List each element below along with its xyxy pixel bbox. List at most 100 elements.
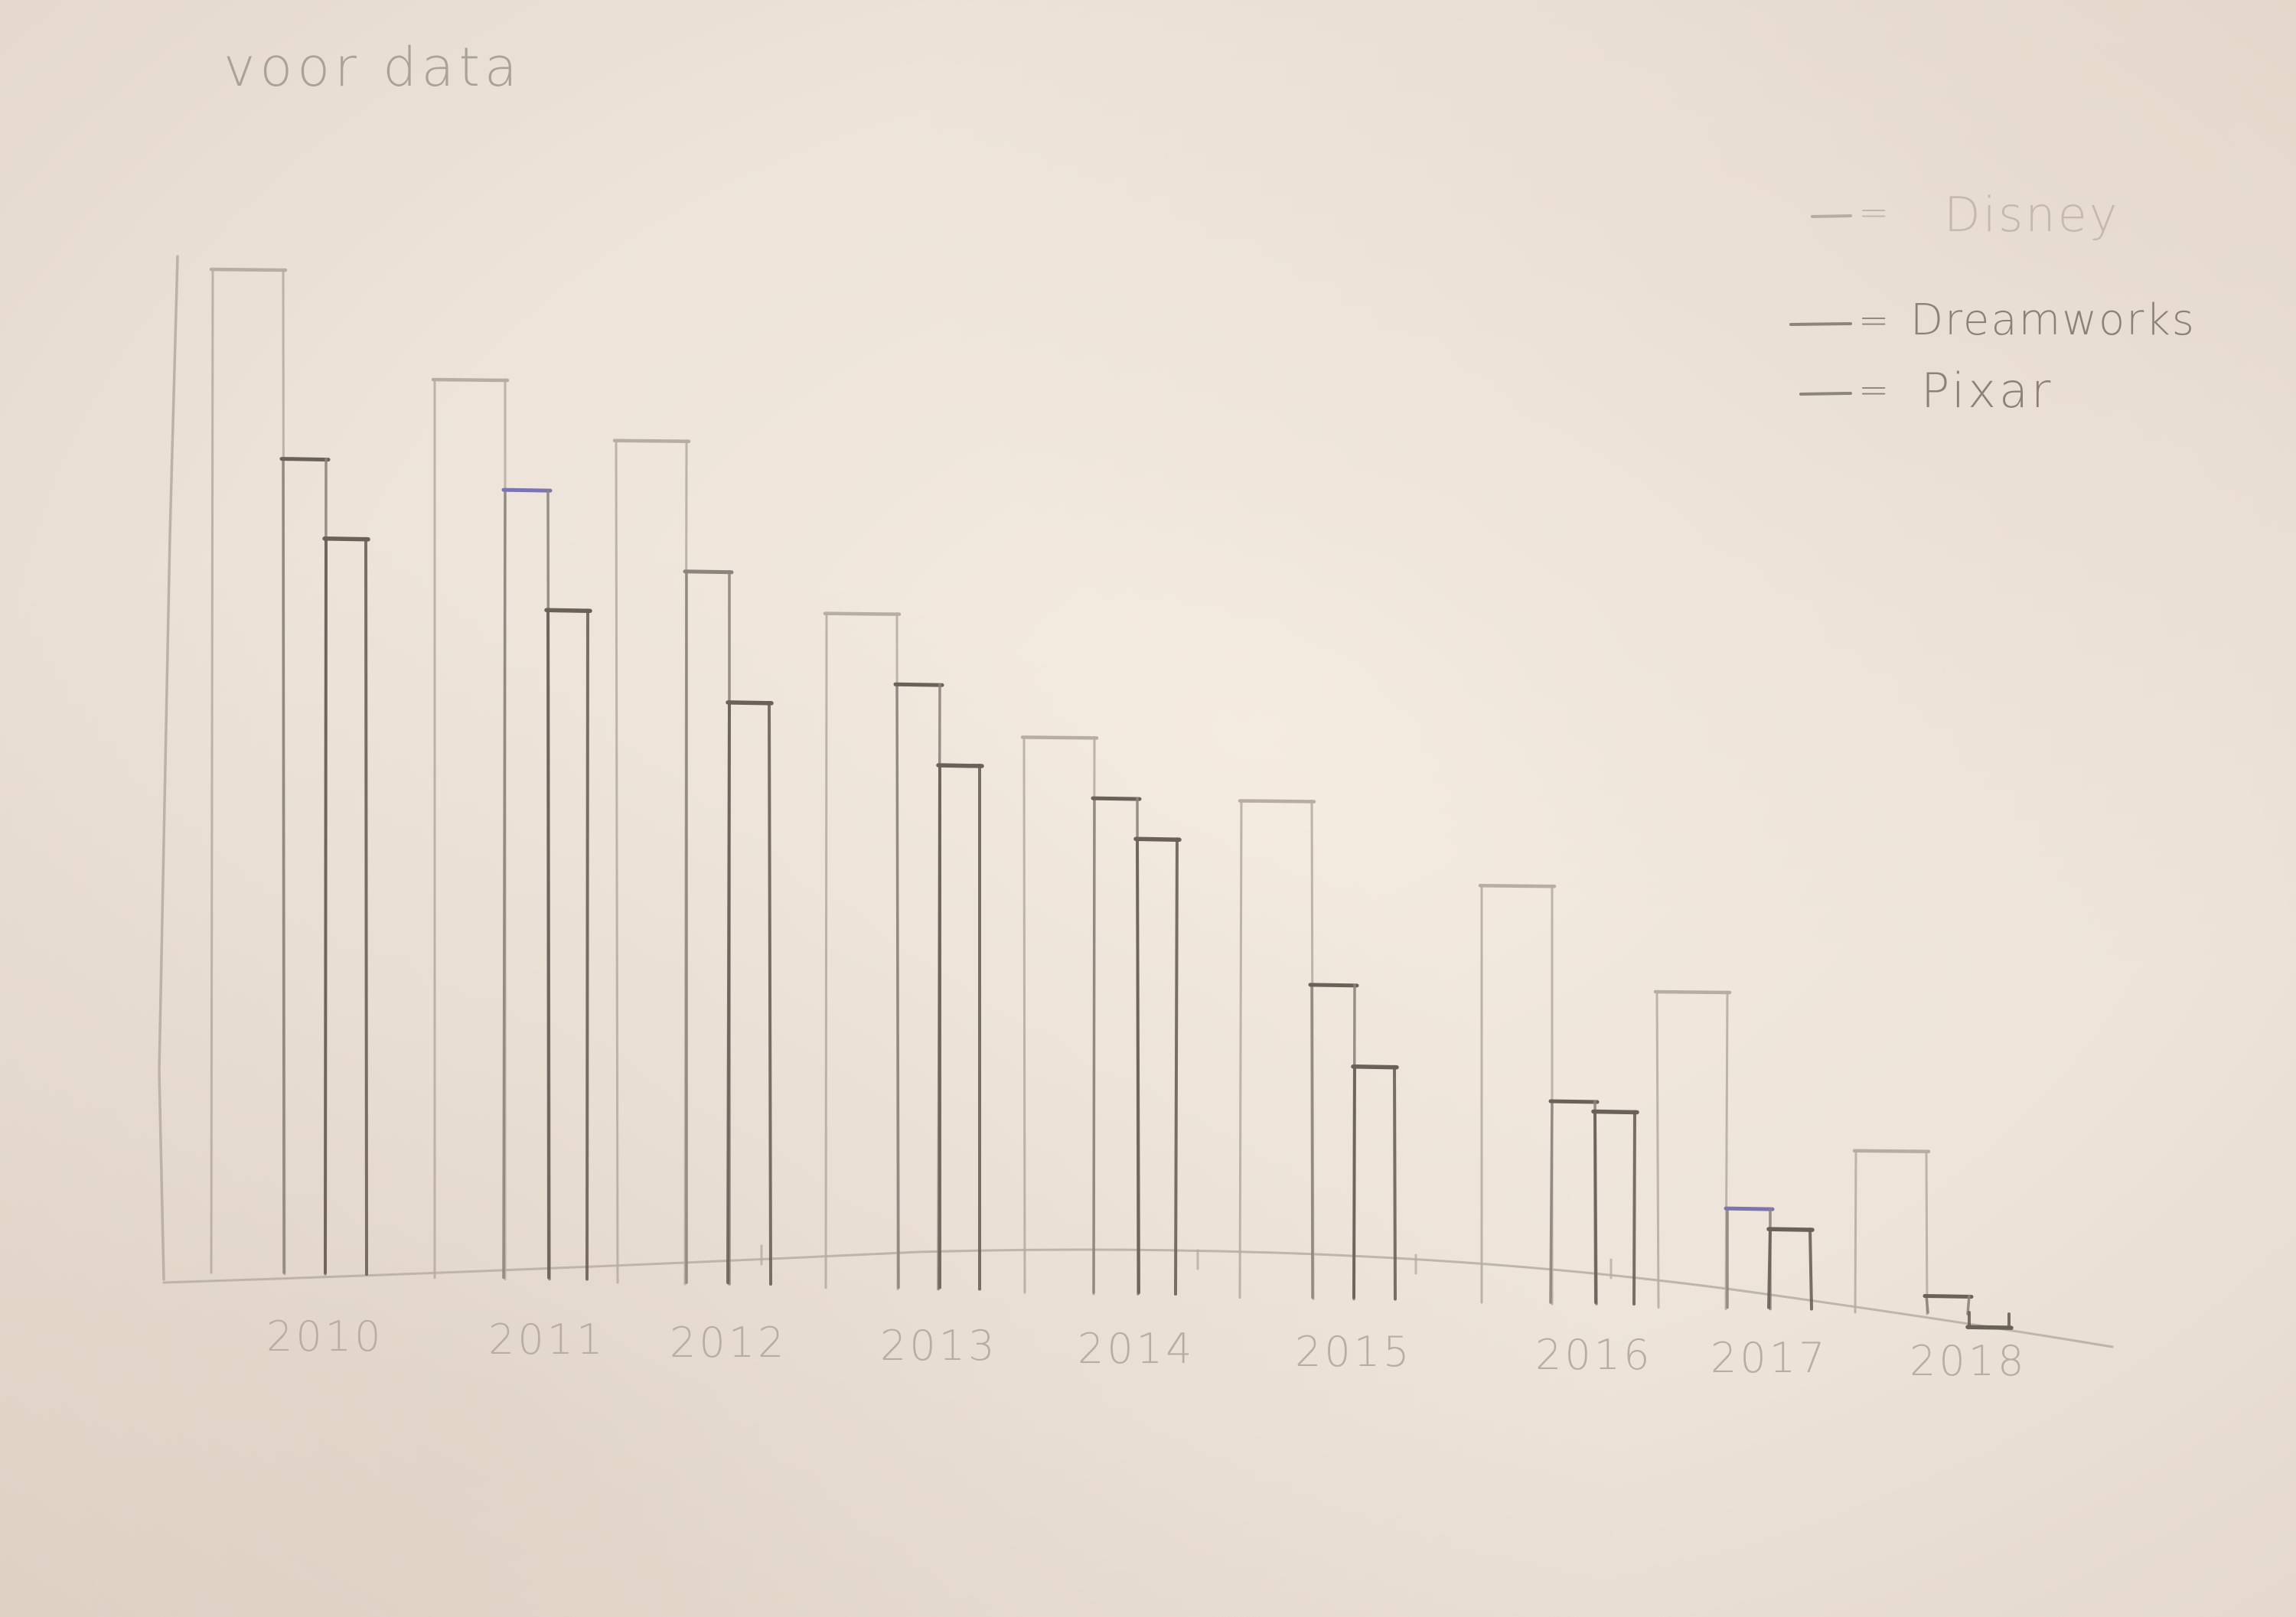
x-tick-label-2017: 2017 [1711, 1334, 1828, 1382]
legend-swatch-disney [1811, 214, 1852, 218]
x-tick-label-2018: 2018 [1910, 1337, 2027, 1385]
bar-side [502, 488, 507, 1280]
bar-group-2010 [209, 267, 370, 1276]
bar-side [1808, 1227, 1813, 1311]
bar-pixar-2016 [1591, 1109, 1639, 1306]
bar-group-2012 [612, 438, 774, 1286]
bar-top [1238, 799, 1316, 804]
bar-disney-2016 [1478, 883, 1557, 1306]
bar-pixar-2012 [726, 700, 774, 1286]
bar-top [1091, 796, 1142, 801]
bar-side [1593, 1110, 1597, 1304]
bar-disney-2012 [612, 438, 691, 1286]
bar-side [1310, 983, 1314, 1299]
bar-side [1022, 735, 1026, 1294]
legend-item-pixar: = Pixar [1799, 363, 2053, 419]
bar-group-2018 [1852, 1149, 2014, 1330]
legend-item-dreamworks: = Dreamworks [1789, 295, 2196, 345]
bar-dreamworks-2010 [279, 457, 331, 1276]
bar-side [282, 457, 285, 1274]
bars [209, 267, 2014, 1330]
x-tick-label-2012: 2012 [670, 1319, 787, 1367]
bar-side [1352, 1064, 1356, 1299]
bar-side [1393, 1064, 1397, 1301]
bar-top [612, 438, 691, 443]
bar-top [1766, 1227, 1815, 1232]
chart-title: voor data [223, 36, 522, 99]
bar-side [1238, 799, 1243, 1299]
bar-side [615, 439, 619, 1284]
bar-side [1767, 1227, 1772, 1309]
bar-group-2014 [1020, 735, 1182, 1296]
bar-top [279, 457, 331, 462]
legend-equals-disney: = [1858, 191, 1889, 234]
bar-side [1174, 837, 1179, 1296]
bar-dreamworks-2012 [683, 569, 734, 1286]
bar-top [1548, 1099, 1600, 1104]
bar-group-2015 [1238, 799, 1399, 1301]
bar-side [726, 700, 731, 1284]
bar-dreamworks-2018 [1923, 1293, 1974, 1315]
bar-disney-2018 [1852, 1149, 1931, 1315]
bar-side [364, 536, 368, 1276]
bar-side [1854, 1149, 1857, 1314]
legend-label-pixar: Pixar [1921, 363, 2053, 419]
bar-pixar-2018 [1965, 1311, 2014, 1330]
x-tick-label-2010: 2010 [266, 1312, 383, 1361]
bar-dreamworks-2013 [893, 682, 944, 1291]
bar-side [768, 700, 772, 1286]
bar-top [1351, 1064, 1399, 1070]
legend: = Disney = Dreamworks = Pixar [1789, 187, 2196, 419]
bar-pixar-2015 [1351, 1064, 1399, 1301]
bar-group-2011 [431, 377, 592, 1281]
bar-top [1308, 983, 1359, 988]
bar-disney-2014 [1020, 735, 1099, 1296]
bar-pixar-2013 [936, 763, 984, 1291]
bar-side [324, 536, 328, 1274]
bar-top [1653, 989, 1732, 995]
bar-pixar-2011 [544, 608, 592, 1281]
bar-top [1020, 735, 1099, 740]
bar-dreamworks-2014 [1091, 796, 1142, 1296]
legend-label-dreamworks: Dreamworks [1910, 295, 2196, 345]
bar-side [210, 268, 214, 1274]
x-tick-label-2011: 2011 [488, 1315, 605, 1364]
tick-labels: 2010 2011 2012 2013 2014 2015 2016 2017 2018 [266, 1312, 2027, 1385]
bar-top [823, 611, 902, 616]
bar-side [1549, 1100, 1554, 1304]
bar-side [1632, 1110, 1636, 1306]
bar-side [1136, 837, 1140, 1294]
bar-pixar-2017 [1766, 1227, 1815, 1311]
bar-side [1966, 1294, 1971, 1315]
bar-top [322, 536, 370, 542]
axes [158, 255, 2114, 1348]
bar-top [1852, 1149, 1931, 1153]
bar-top [501, 487, 553, 493]
bar-top [1478, 883, 1557, 888]
y-axis-line [158, 255, 179, 1281]
bar-dreamworks-2011 [501, 487, 553, 1281]
bar-side [585, 608, 589, 1281]
bar-side [1925, 1149, 1929, 1315]
bar-pixar-2010 [322, 536, 370, 1276]
legend-item-disney: = Disney [1811, 187, 2119, 243]
legend-label-disney: Disney [1944, 187, 2119, 243]
bar-top [936, 763, 984, 768]
legend-equals-pixar: = [1858, 369, 1889, 412]
x-tick-label-2013: 2013 [880, 1322, 997, 1370]
bar-group-2016 [1478, 883, 1639, 1306]
bar-top [893, 682, 944, 687]
x-axis-line [162, 1248, 2114, 1348]
bar-group-2017 [1653, 989, 1815, 1311]
x-tick-label-2015: 2015 [1295, 1328, 1412, 1376]
legend-swatch-pixar [1799, 392, 1852, 396]
legend-equals-dreamworks: = [1858, 299, 1889, 342]
bar-disney-2010 [209, 267, 288, 1276]
bar-top [1724, 1206, 1775, 1211]
bar-top [544, 608, 592, 613]
bar-top [209, 267, 288, 272]
bar-group-2013 [823, 611, 984, 1291]
bar-disney-2011 [431, 377, 510, 1280]
bar-dreamworks-2015 [1308, 983, 1359, 1301]
bar-disney-2017 [1653, 989, 1732, 1310]
